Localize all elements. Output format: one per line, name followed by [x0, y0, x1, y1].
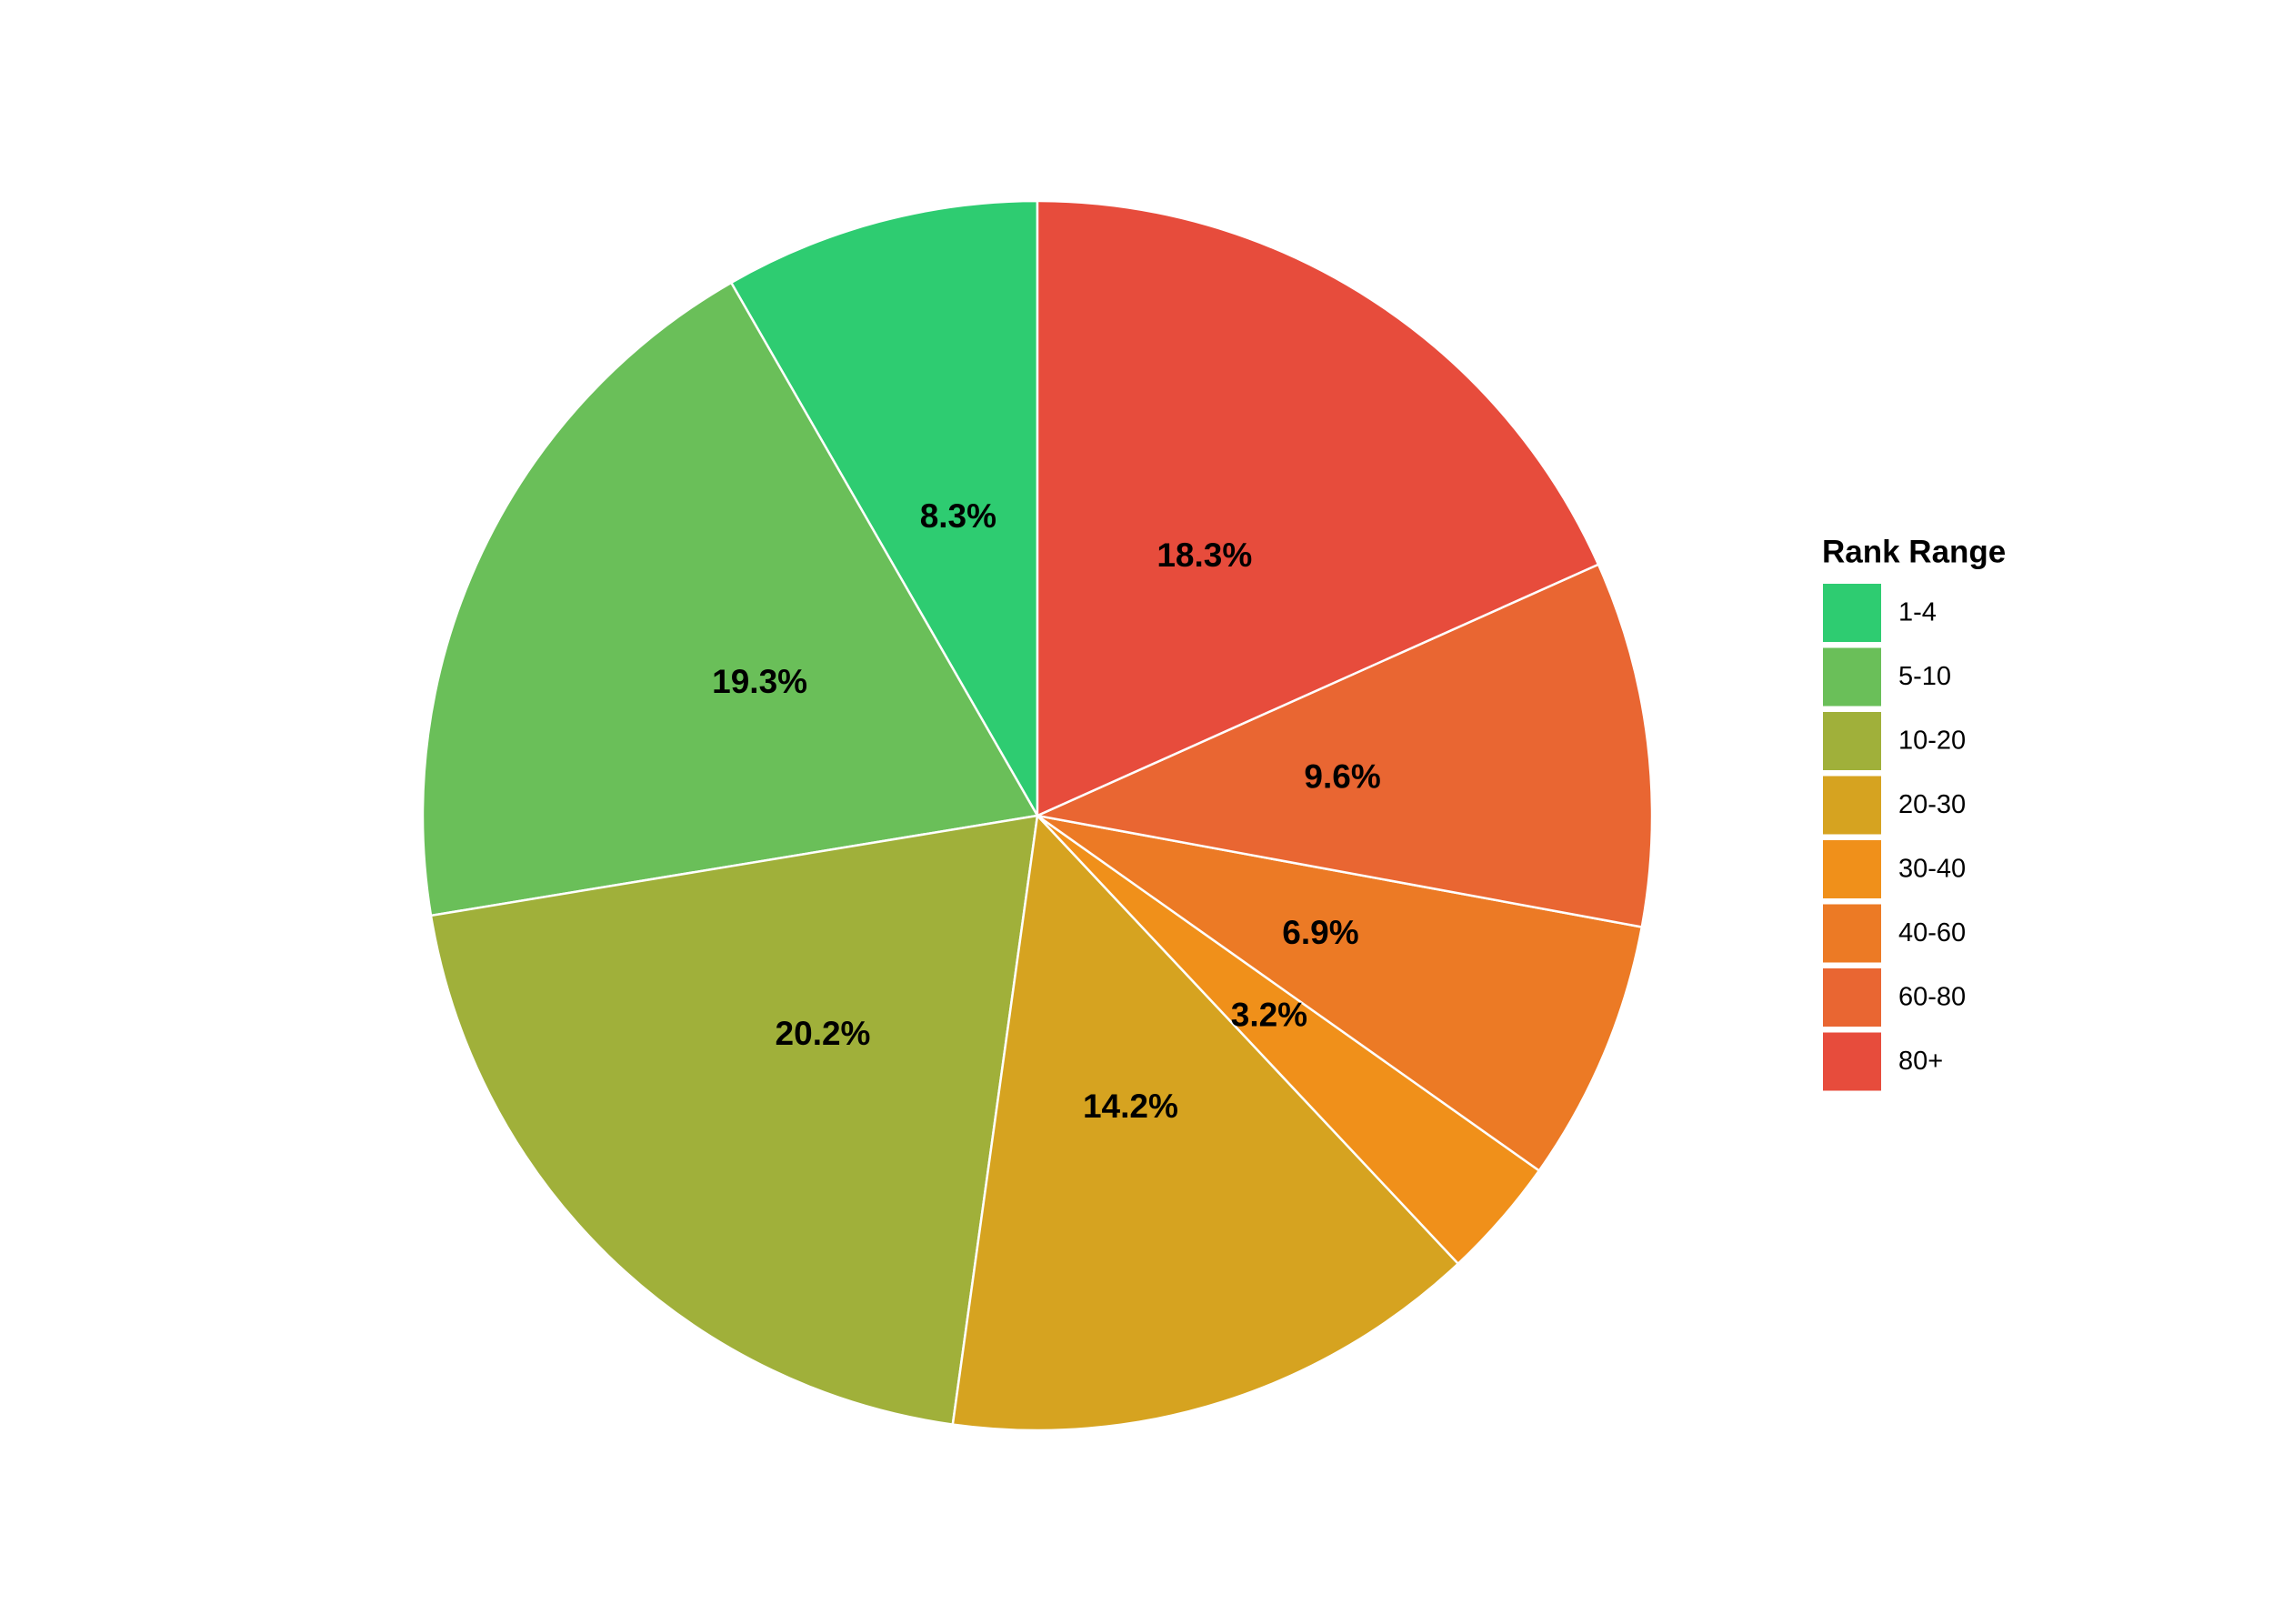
pie-slice: [729, 199, 1039, 820]
legend-label: 40-60: [1898, 918, 1966, 947]
data-label: 20.2%: [776, 1015, 871, 1052]
legend-label: 10-20: [1898, 727, 1966, 756]
legend-label: 5-10: [1898, 662, 1951, 691]
legend-swatch: [1821, 646, 1883, 708]
pie-slice: [1033, 563, 1654, 928]
pie-slice: [1036, 814, 1644, 1173]
data-label: 6.9%: [1282, 914, 1358, 951]
data-labels: 8.3% 19.3% 20.2% 14.2% 3.2% 6.9% 9.6% 18.3%: [712, 497, 1381, 1125]
legend-title: Rank Range: [1822, 534, 2006, 569]
legend-swatch: [1821, 902, 1883, 965]
data-label: 14.2%: [1083, 1088, 1178, 1125]
data-label: 3.2%: [1231, 997, 1307, 1034]
data-label: 18.3%: [1157, 536, 1252, 574]
legend-label: 60-80: [1898, 983, 1966, 1012]
legend-swatch: [1821, 710, 1883, 772]
legend-label: 1-4: [1898, 598, 1937, 627]
legend-label: 20-30: [1898, 790, 1966, 819]
legend-swatch: [1821, 774, 1883, 837]
legend-label: 80+: [1898, 1047, 1943, 1076]
pie-slice: [429, 814, 1039, 1426]
data-label: 9.6%: [1304, 758, 1380, 796]
pie-slice: [1036, 199, 1600, 817]
pie: [421, 199, 1654, 1432]
data-label: 19.3%: [712, 663, 807, 700]
legend-swatch: [1821, 582, 1883, 644]
legend-swatch: [1821, 838, 1883, 900]
legend-swatch: [1821, 1030, 1883, 1093]
legend-label: 30-40: [1898, 855, 1966, 884]
pie-slice: [421, 281, 1039, 917]
legend: Rank Range 1-4 5-10 10-20 20-30 30-40 40-60 60…: [1821, 534, 2006, 1093]
data-label: 8.3%: [920, 497, 996, 535]
pie-slice: [951, 813, 1460, 1432]
legend-swatch: [1821, 967, 1883, 1028]
